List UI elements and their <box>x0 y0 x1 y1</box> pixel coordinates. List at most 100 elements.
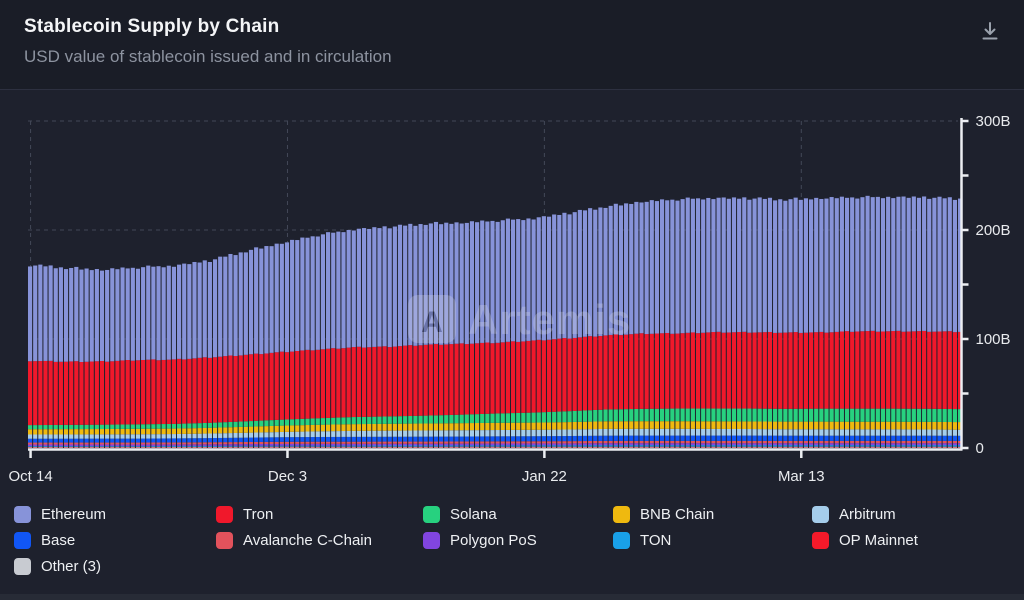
stacked-bar[interactable] <box>387 228 392 448</box>
stacked-bar[interactable] <box>521 220 526 448</box>
legend-item-ton[interactable]: TON <box>613 531 812 549</box>
stacked-bar[interactable] <box>634 201 639 448</box>
stacked-bar[interactable] <box>274 243 279 448</box>
stacked-bar[interactable] <box>48 265 53 448</box>
stacked-bar[interactable] <box>654 201 659 448</box>
stacked-bar[interactable] <box>171 266 177 448</box>
stacked-bar[interactable] <box>475 222 480 448</box>
stacked-bar[interactable] <box>290 239 295 448</box>
stacked-bar[interactable] <box>901 196 906 448</box>
legend-item-tron[interactable]: Tron <box>216 505 423 523</box>
stacked-bar[interactable] <box>233 255 238 448</box>
stacked-bar[interactable] <box>659 199 665 448</box>
stacked-bar[interactable] <box>305 237 310 448</box>
legend-item-bnb-chain[interactable]: BNB Chain <box>613 505 812 523</box>
stacked-bar[interactable] <box>182 263 187 448</box>
stacked-bar[interactable] <box>243 252 248 448</box>
stacked-bar[interactable] <box>855 198 860 448</box>
stacked-bar[interactable] <box>326 232 331 448</box>
stacked-bar[interactable] <box>819 198 824 448</box>
stacked-bar[interactable] <box>433 221 439 448</box>
legend-item-other-3[interactable]: Other (3) <box>14 557 216 575</box>
stacked-bar[interactable] <box>675 200 680 448</box>
stacked-bar[interactable] <box>613 203 618 448</box>
stacked-bar[interactable] <box>762 198 767 448</box>
stacked-bar[interactable] <box>74 266 79 448</box>
stacked-bar[interactable] <box>310 236 315 448</box>
stacked-bar[interactable] <box>336 231 341 448</box>
stacked-bar[interactable] <box>146 265 151 448</box>
stacked-bar[interactable] <box>947 197 952 448</box>
stacked-bar[interactable] <box>135 268 141 448</box>
stacked-bar[interactable] <box>850 197 855 448</box>
stacked-bar[interactable] <box>767 197 773 448</box>
stacked-bar[interactable] <box>824 198 829 448</box>
stacked-bar[interactable] <box>536 217 541 448</box>
stacked-bar[interactable] <box>94 269 99 448</box>
stacked-bar[interactable] <box>295 240 300 448</box>
stacked-bar[interactable] <box>896 196 901 448</box>
stacked-bar[interactable] <box>382 226 387 448</box>
stacked-bar[interactable] <box>439 224 444 448</box>
stacked-bar[interactable] <box>212 259 218 448</box>
stacked-bar[interactable] <box>752 198 757 448</box>
stacked-bar[interactable] <box>505 218 510 448</box>
stacked-bar[interactable] <box>880 198 886 448</box>
stacked-bar[interactable] <box>546 216 552 448</box>
stacked-bar[interactable] <box>490 220 495 448</box>
stacked-bar[interactable] <box>223 256 228 448</box>
stacked-bar[interactable] <box>423 224 428 448</box>
stacked-bar[interactable] <box>248 249 254 448</box>
stacked-bar[interactable] <box>89 270 94 448</box>
stacked-bar[interactable] <box>582 210 588 448</box>
stacked-bar[interactable] <box>916 197 922 448</box>
stacked-bar[interactable] <box>105 269 110 448</box>
stacked-bar[interactable] <box>264 246 269 448</box>
stacked-bar[interactable] <box>706 197 711 448</box>
stacked-bar[interactable] <box>906 197 911 448</box>
stacked-bar[interactable] <box>891 198 896 448</box>
legend-item-solana[interactable]: Solana <box>423 505 613 523</box>
stacked-bar[interactable] <box>557 214 562 448</box>
stacked-bar[interactable] <box>377 228 382 448</box>
stacked-bar[interactable] <box>639 202 644 448</box>
stacked-bar[interactable] <box>397 224 403 448</box>
stacked-bar[interactable] <box>567 214 572 448</box>
stacked-bar[interactable] <box>259 248 264 448</box>
stacked-bar[interactable] <box>207 261 212 448</box>
stacked-bar[interactable] <box>783 200 788 448</box>
stacked-bar[interactable] <box>367 228 372 448</box>
stacked-bar[interactable] <box>572 212 577 448</box>
stacked-bar[interactable] <box>952 199 957 448</box>
stacked-bar[interactable] <box>43 266 48 448</box>
stacked-bar[interactable] <box>670 199 675 448</box>
stacked-bar[interactable] <box>228 253 233 448</box>
stacked-bar[interactable] <box>166 265 171 448</box>
stacked-bar[interactable] <box>870 197 875 448</box>
stacked-bar[interactable] <box>449 223 454 448</box>
stacked-bar[interactable] <box>120 267 125 448</box>
stacked-bar[interactable] <box>721 197 726 448</box>
stacked-bar[interactable] <box>793 197 798 448</box>
stacked-bar[interactable] <box>701 199 706 448</box>
stacked-bar[interactable] <box>284 242 290 448</box>
stacked-bar[interactable] <box>798 199 803 448</box>
stacked-bar[interactable] <box>161 267 166 448</box>
stacked-bar[interactable] <box>69 267 74 448</box>
stacked-bar[interactable] <box>773 200 778 448</box>
stacked-bar[interactable] <box>356 228 361 448</box>
stacked-bar[interactable] <box>942 198 947 448</box>
stacked-bar[interactable] <box>562 212 567 448</box>
stacked-bar[interactable] <box>695 198 701 448</box>
stacked-bar[interactable] <box>428 223 433 448</box>
stacked-bar[interactable] <box>156 266 161 448</box>
stacked-bar[interactable] <box>922 196 927 448</box>
stacked-bar[interactable] <box>351 230 356 448</box>
stacked-bar[interactable] <box>130 267 135 448</box>
stacked-bar[interactable] <box>320 234 326 448</box>
stacked-bar[interactable] <box>911 196 916 448</box>
stacked-bar[interactable] <box>608 205 613 448</box>
stacked-bar[interactable] <box>526 218 531 448</box>
stacked-bar[interactable] <box>408 223 413 448</box>
stacked-bar[interactable] <box>151 266 156 448</box>
